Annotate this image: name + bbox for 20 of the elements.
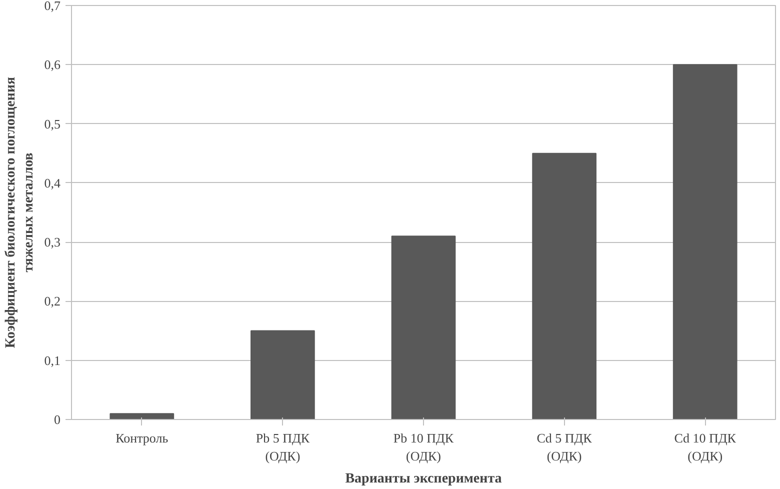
x-tick-label: Контроль (116, 430, 168, 446)
y-tick-label: 0,6 (44, 57, 61, 72)
y-tick-label: 0 (54, 412, 60, 427)
y-tick-label: 0,1 (44, 352, 60, 368)
y-tick-label: 0,7 (44, 0, 61, 13)
x-tick-label: Pb 5 ПДК (ОДК) (256, 430, 310, 464)
y-tick-label: 0,2 (44, 294, 60, 309)
x-axis-title: Варианты эксперимента (345, 472, 502, 486)
x-tick-label: Pb 10 ПДК (ОДК) (393, 430, 454, 464)
y-tick-label: 0,5 (44, 116, 60, 132)
bar (250, 330, 315, 420)
bar (391, 236, 456, 420)
x-tick-label: Cd 10 ПДК (ОДК) (674, 430, 736, 464)
x-tick-label: Cd 5 ПДК (ОДК) (536, 430, 592, 464)
y-tick-label: 0,4 (44, 175, 61, 190)
bar (672, 64, 738, 420)
bar (110, 413, 174, 420)
bar (532, 152, 596, 420)
y-axis-title: Коэффициент биологического поглощения тяжелых металлов (3, 76, 36, 348)
y-tick-label: 0,3 (44, 234, 60, 250)
